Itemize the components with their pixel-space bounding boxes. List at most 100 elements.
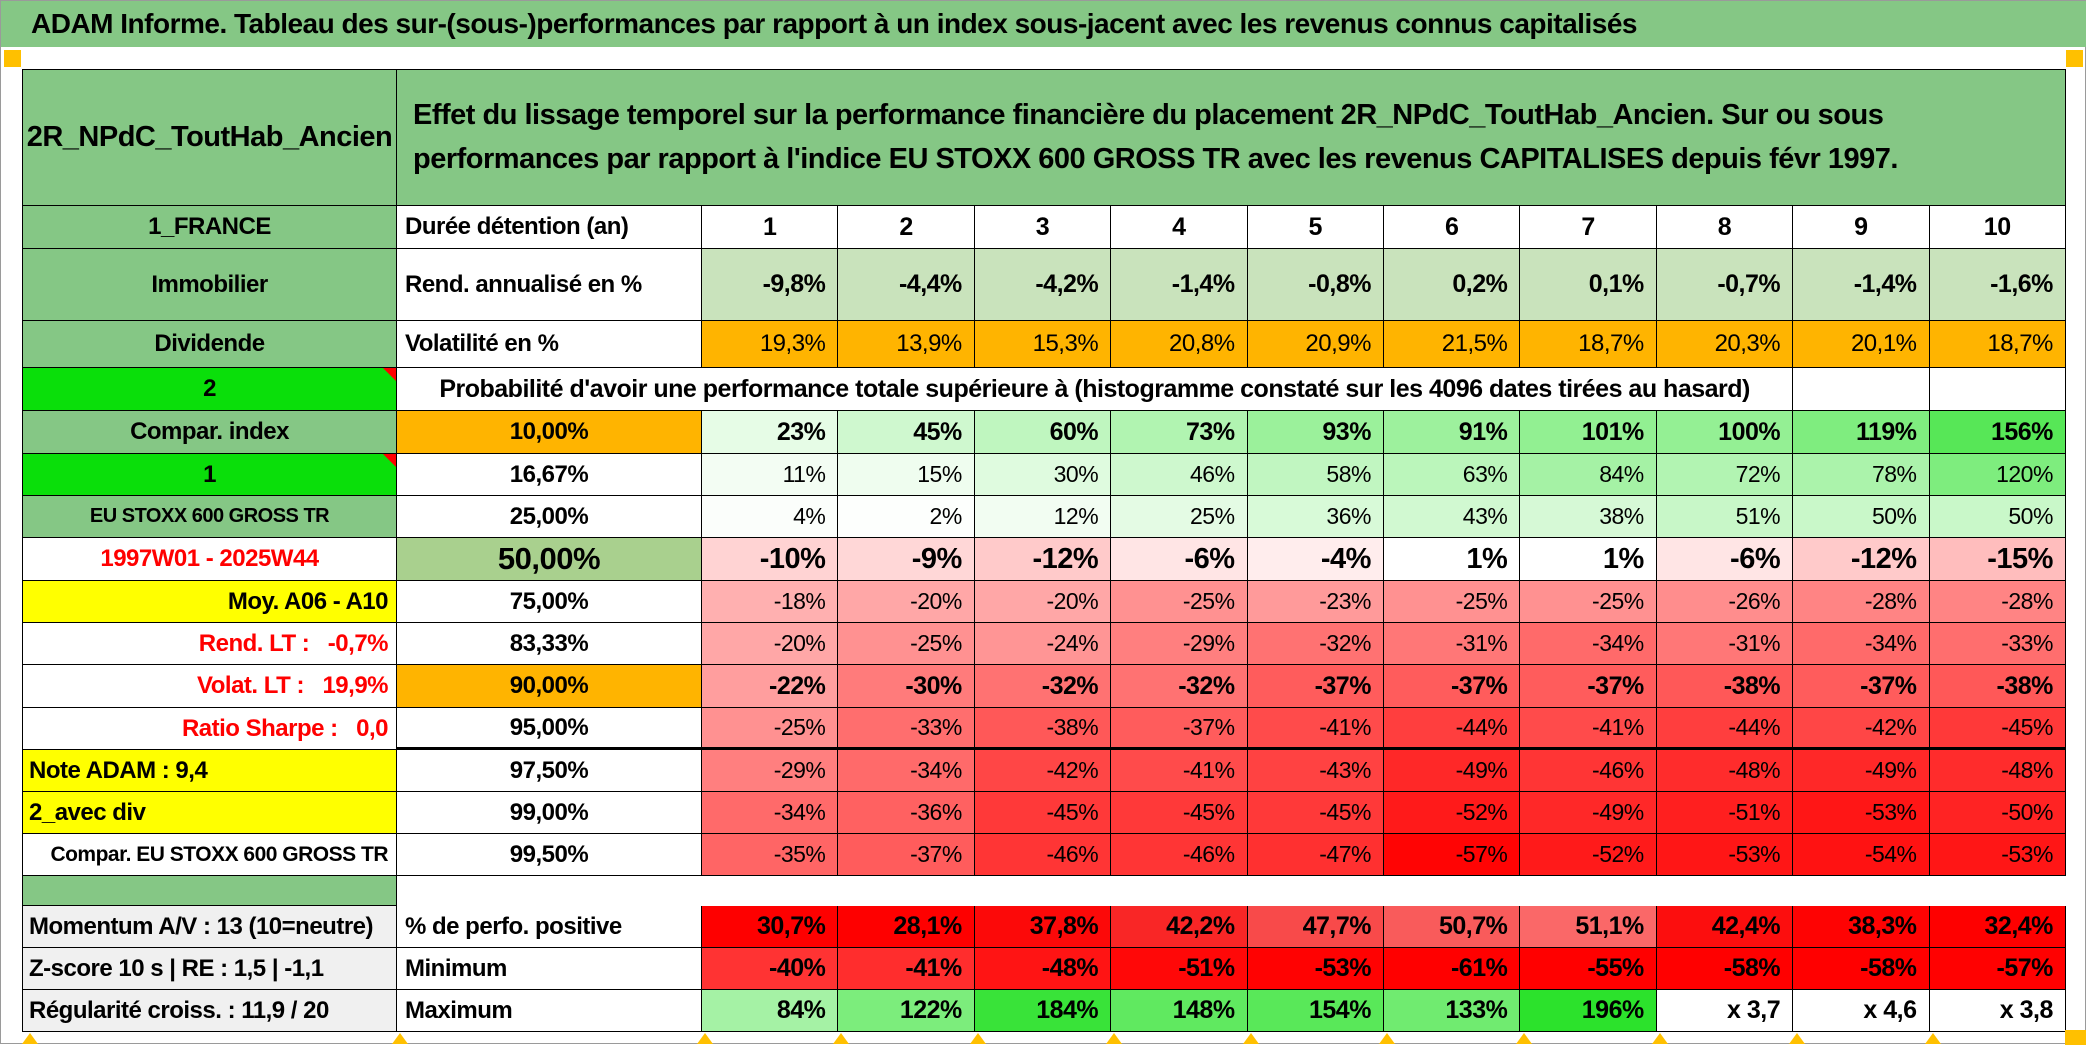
data-cell[interactable]: -30% bbox=[838, 665, 975, 708]
data-cell[interactable]: 73% bbox=[1111, 411, 1248, 454]
data-cell[interactable]: -26% bbox=[1656, 581, 1794, 623]
data-cell[interactable]: -33% bbox=[838, 708, 975, 750]
row-sublabel[interactable]: 25,00% bbox=[397, 496, 702, 538]
row-sublabel[interactable]: 95,00% bbox=[397, 708, 702, 750]
data-cell[interactable]: x 4,6 bbox=[1793, 990, 1930, 1032]
data-cell[interactable]: 100% bbox=[1656, 411, 1794, 454]
data-cell[interactable]: 7 bbox=[1520, 206, 1657, 249]
row-label[interactable]: Immobilier bbox=[22, 249, 397, 321]
data-cell[interactable]: -54% bbox=[1793, 834, 1930, 876]
data-cell[interactable]: -41% bbox=[838, 948, 975, 990]
data-cell[interactable]: -20% bbox=[838, 581, 975, 623]
data-cell[interactable]: 1 bbox=[702, 206, 839, 249]
data-cell[interactable]: -51% bbox=[1111, 948, 1248, 990]
data-cell[interactable]: -12% bbox=[1793, 538, 1930, 581]
data-cell[interactable]: -49% bbox=[1520, 792, 1657, 834]
data-cell[interactable]: 23% bbox=[702, 411, 839, 454]
data-cell[interactable]: 0,2% bbox=[1383, 249, 1521, 321]
data-cell[interactable]: 11% bbox=[702, 454, 839, 496]
data-cell[interactable]: 45% bbox=[838, 411, 975, 454]
row-sublabel[interactable]: 75,00% bbox=[397, 581, 702, 623]
data-cell[interactable]: -25% bbox=[1111, 581, 1248, 623]
data-cell[interactable]: -53% bbox=[1656, 834, 1794, 876]
data-cell[interactable]: 3 bbox=[974, 206, 1112, 249]
data-cell[interactable]: 101% bbox=[1520, 411, 1657, 454]
data-cell[interactable]: -18% bbox=[702, 581, 839, 623]
data-cell[interactable]: 13,9% bbox=[838, 321, 975, 368]
data-cell[interactable]: -45% bbox=[1929, 708, 2066, 750]
data-cell[interactable]: 30,7% bbox=[702, 906, 839, 948]
data-cell[interactable]: -20% bbox=[974, 581, 1112, 623]
row-label[interactable]: Compar. EU STOXX 600 GROSS TR bbox=[22, 834, 397, 876]
data-cell[interactable]: -6% bbox=[1111, 538, 1248, 581]
data-cell[interactable]: 5 bbox=[1247, 206, 1384, 249]
probability-note[interactable]: Probabilité d'avoir une performance tota… bbox=[397, 368, 1794, 411]
row-sublabel[interactable]: 16,67% bbox=[397, 454, 702, 496]
data-cell[interactable]: 196% bbox=[1520, 990, 1657, 1032]
data-cell[interactable]: 156% bbox=[1929, 411, 2066, 454]
row-label[interactable]: Dividende bbox=[22, 321, 397, 368]
data-cell[interactable]: -34% bbox=[702, 792, 839, 834]
row-label[interactable]: Note ADAM : 9,4 bbox=[22, 750, 397, 792]
data-cell[interactable]: 18,7% bbox=[1520, 321, 1657, 368]
row-label[interactable]: Compar. index bbox=[22, 411, 397, 454]
row-label[interactable]: Volat. LT : 19,9% bbox=[22, 665, 397, 708]
data-cell[interactable]: -42% bbox=[974, 750, 1112, 792]
data-cell[interactable]: -44% bbox=[1656, 708, 1794, 750]
data-cell[interactable]: -37% bbox=[1520, 665, 1657, 708]
data-cell[interactable]: -4,2% bbox=[974, 249, 1112, 321]
data-cell[interactable]: 50,7% bbox=[1383, 906, 1521, 948]
data-cell[interactable]: 6 bbox=[1383, 206, 1521, 249]
data-cell[interactable]: -52% bbox=[1520, 834, 1657, 876]
row-sublabel[interactable]: 83,33% bbox=[397, 623, 702, 665]
data-cell[interactable]: 32,4% bbox=[1929, 906, 2066, 948]
data-cell[interactable]: 2% bbox=[838, 496, 975, 538]
data-cell[interactable]: 12% bbox=[974, 496, 1112, 538]
header-description-cell[interactable]: Effet du lissage temporel sur la perform… bbox=[397, 69, 2066, 206]
data-cell[interactable]: 4 bbox=[1111, 206, 1248, 249]
row-sublabel[interactable]: 90,00% bbox=[397, 665, 702, 708]
data-cell[interactable]: -45% bbox=[1111, 792, 1248, 834]
data-cell[interactable]: 15,3% bbox=[974, 321, 1112, 368]
data-cell[interactable]: -41% bbox=[1111, 750, 1248, 792]
data-cell[interactable]: -38% bbox=[1656, 665, 1794, 708]
data-cell[interactable]: -37% bbox=[1247, 665, 1384, 708]
data-cell[interactable]: 42,2% bbox=[1111, 906, 1248, 948]
data-cell[interactable]: 15% bbox=[838, 454, 975, 496]
data-cell[interactable]: 58% bbox=[1247, 454, 1384, 496]
data-cell[interactable]: -48% bbox=[1656, 750, 1794, 792]
spacer-cell[interactable] bbox=[22, 876, 397, 906]
row-sublabel[interactable]: 99,50% bbox=[397, 834, 702, 876]
row-label[interactable]: Momentum A/V : 13 (10=neutre) bbox=[22, 906, 397, 948]
row-sublabel[interactable]: Maximum bbox=[397, 990, 702, 1032]
data-cell[interactable]: 30% bbox=[974, 454, 1112, 496]
data-cell[interactable]: -29% bbox=[1111, 623, 1248, 665]
row-label[interactable]: Moy. A06 - A10 bbox=[22, 581, 397, 623]
data-cell[interactable]: 8 bbox=[1656, 206, 1794, 249]
data-cell[interactable]: 60% bbox=[974, 411, 1112, 454]
row-sublabel[interactable]: 10,00% bbox=[397, 411, 702, 454]
data-cell[interactable]: -55% bbox=[1520, 948, 1657, 990]
placement-name-cell[interactable]: 2R_NPdC_ToutHab_Ancien bbox=[22, 69, 397, 206]
data-cell[interactable]: -46% bbox=[1111, 834, 1248, 876]
data-cell[interactable]: -57% bbox=[1929, 948, 2066, 990]
data-cell[interactable]: -37% bbox=[1793, 665, 1930, 708]
data-cell[interactable]: -50% bbox=[1929, 792, 2066, 834]
data-cell[interactable]: -44% bbox=[1383, 708, 1521, 750]
data-cell[interactable]: -9,8% bbox=[702, 249, 839, 321]
data-cell[interactable]: -32% bbox=[1247, 623, 1384, 665]
data-cell[interactable]: -58% bbox=[1793, 948, 1930, 990]
data-cell[interactable]: 0,1% bbox=[1520, 249, 1657, 321]
row-sublabel[interactable]: % de perfo. positive bbox=[397, 906, 702, 948]
data-cell[interactable]: -48% bbox=[1929, 750, 2066, 792]
data-cell[interactable]: -25% bbox=[1383, 581, 1521, 623]
data-cell[interactable]: 50% bbox=[1929, 496, 2066, 538]
data-cell[interactable]: -34% bbox=[1520, 623, 1657, 665]
data-cell[interactable]: -46% bbox=[1520, 750, 1657, 792]
data-cell[interactable]: 20,8% bbox=[1111, 321, 1248, 368]
data-cell[interactable]: 38% bbox=[1520, 496, 1657, 538]
data-cell[interactable]: -20% bbox=[702, 623, 839, 665]
data-cell[interactable]: -43% bbox=[1247, 750, 1384, 792]
data-cell[interactable]: -1,4% bbox=[1111, 249, 1248, 321]
data-cell[interactable]: 72% bbox=[1656, 454, 1794, 496]
